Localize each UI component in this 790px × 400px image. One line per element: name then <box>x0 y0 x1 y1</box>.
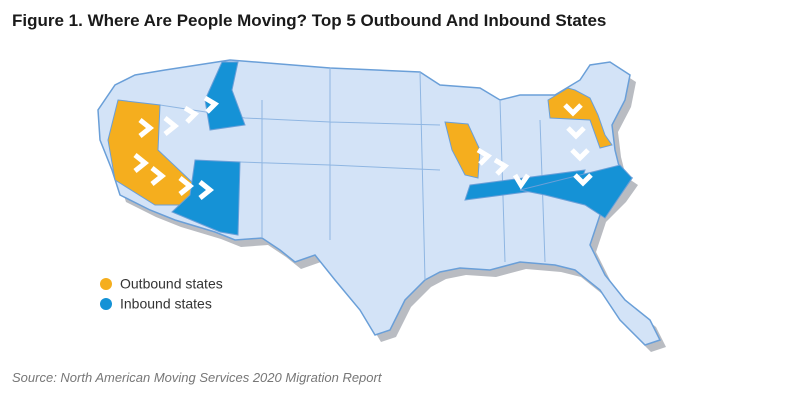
us-map <box>97 59 666 352</box>
legend-label: Outbound states <box>120 276 223 292</box>
north-carolina <box>519 164 633 219</box>
legend-swatch <box>100 298 112 310</box>
legend-swatch <box>100 278 112 290</box>
state-borders <box>159 68 546 281</box>
arizona <box>171 159 241 236</box>
us-outline <box>97 59 662 346</box>
new-york-new-jersey <box>547 87 613 149</box>
migration-arrows <box>133 95 593 200</box>
legend: Outbound states Inbound states <box>100 276 223 312</box>
illinois <box>444 121 481 179</box>
legend-label: Inbound states <box>120 296 212 312</box>
figure-title: Figure 1. Where Are People Moving? Top 5… <box>12 11 606 30</box>
source-note: Source: North American Moving Services 2… <box>12 370 383 385</box>
